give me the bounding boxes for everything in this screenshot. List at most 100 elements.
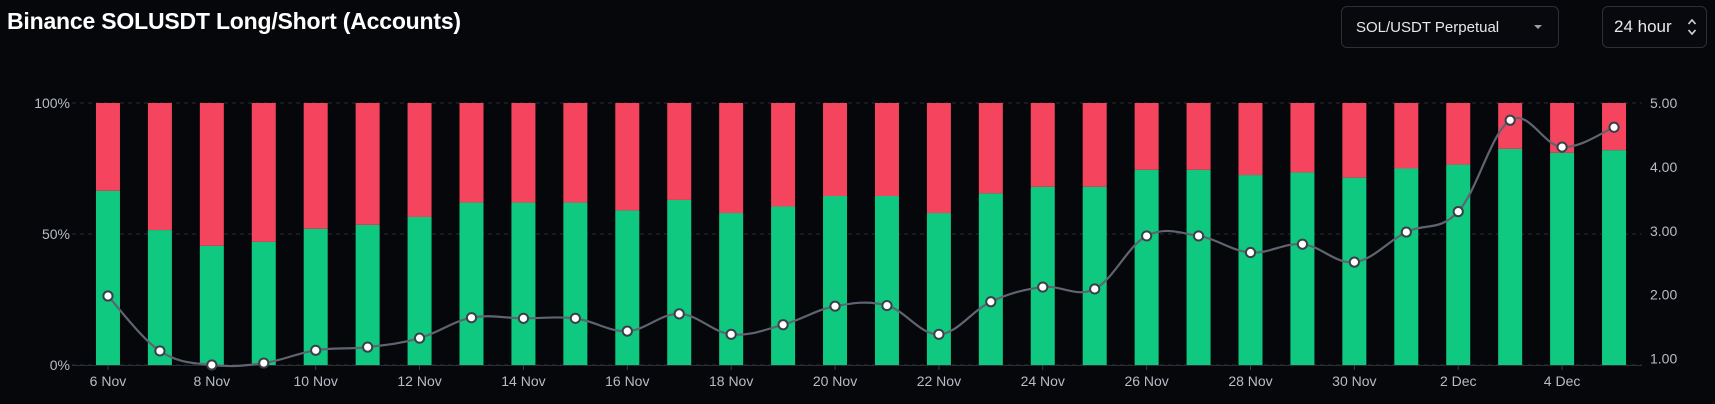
ratio-point-1-dec bbox=[1400, 226, 1412, 238]
market-select-value: SOL/USDT Perpetual bbox=[1356, 18, 1500, 36]
period-select-value: 24 hour bbox=[1614, 17, 1672, 36]
bar-short-24-nov bbox=[1030, 103, 1055, 187]
ratio-point-30-nov bbox=[1348, 256, 1360, 268]
bar-long-1-dec bbox=[1394, 168, 1419, 365]
y-right-tick-label: 5.00 bbox=[1650, 95, 1677, 111]
bar-long-15-nov bbox=[563, 202, 588, 365]
bar-short-17-nov bbox=[667, 103, 692, 200]
bar-long-20-nov bbox=[823, 196, 848, 365]
bar-short-26-nov bbox=[1134, 103, 1159, 170]
bar-short-1-dec bbox=[1394, 103, 1419, 169]
bar-long-16-nov bbox=[615, 210, 640, 365]
x-tick-label: 24 Nov bbox=[1021, 373, 1065, 389]
bar-short-28-nov bbox=[1238, 103, 1263, 176]
x-tick-label: 20 Nov bbox=[813, 373, 857, 389]
bar-long-3-dec bbox=[1498, 148, 1523, 365]
ratio-point-2-dec bbox=[1452, 206, 1464, 218]
bar-short-8-nov bbox=[199, 103, 224, 246]
ratio-point-15-nov bbox=[569, 312, 581, 324]
ratio-point-23-nov bbox=[985, 296, 997, 308]
bar-long-9-nov bbox=[251, 241, 276, 365]
bar-long-21-nov bbox=[874, 196, 899, 365]
bar-short-6-nov bbox=[95, 103, 120, 191]
x-tick-label: 16 Nov bbox=[605, 373, 649, 389]
ratio-point-10-nov bbox=[310, 344, 322, 356]
y-right-tick-label: 4.00 bbox=[1650, 159, 1677, 175]
bar-long-17-nov bbox=[667, 199, 692, 365]
bar-short-20-nov bbox=[823, 103, 848, 197]
bar-long-30-nov bbox=[1342, 177, 1367, 365]
bar-long-13-nov bbox=[459, 202, 484, 365]
ratio-point-28-nov bbox=[1244, 246, 1257, 259]
bar-short-13-nov bbox=[459, 103, 484, 203]
bar-long-26-nov bbox=[1134, 169, 1159, 365]
updown-chevron-icon bbox=[1687, 18, 1697, 36]
ratio-point-8-nov bbox=[206, 359, 218, 371]
bar-long-18-nov bbox=[719, 213, 744, 365]
x-tick-label: 4 Dec bbox=[1544, 373, 1581, 389]
ratio-point-7-nov bbox=[154, 345, 166, 357]
ratio-point-16-nov bbox=[621, 325, 633, 337]
x-tick-label: 26 Nov bbox=[1124, 373, 1168, 389]
bar-long-29-nov bbox=[1290, 172, 1315, 365]
x-tick-label: 12 Nov bbox=[397, 373, 441, 389]
ratio-point-26-nov bbox=[1141, 230, 1153, 242]
ratio-point-14-nov bbox=[517, 312, 530, 324]
x-tick-label: 14 Nov bbox=[501, 373, 545, 389]
bar-long-5-dec bbox=[1602, 150, 1627, 365]
bar-short-19-nov bbox=[771, 103, 796, 207]
x-tick-label: 2 Dec bbox=[1440, 373, 1477, 389]
bar-short-11-nov bbox=[355, 103, 380, 225]
bar-short-29-nov bbox=[1290, 103, 1315, 173]
y-right-tick-label: 2.00 bbox=[1650, 287, 1677, 303]
ratio-point-9-nov bbox=[258, 357, 270, 369]
ratio-point-11-nov bbox=[362, 341, 374, 353]
bar-long-23-nov bbox=[978, 193, 1003, 365]
ratio-point-12-nov bbox=[413, 332, 426, 344]
bar-short-23-nov bbox=[978, 103, 1003, 194]
chevron-down-icon bbox=[1534, 25, 1542, 29]
ratio-point-18-nov bbox=[725, 328, 737, 340]
ratio-point-22-nov bbox=[933, 328, 945, 340]
ratio-point-17-nov bbox=[673, 308, 685, 320]
ratio-line bbox=[107, 116, 1615, 368]
bar-long-28-nov bbox=[1238, 175, 1263, 365]
x-tick-label: 18 Nov bbox=[709, 373, 753, 389]
bar-long-2-dec bbox=[1446, 164, 1471, 365]
bar-long-6-nov bbox=[95, 190, 120, 365]
y-right-tick-label: 3.00 bbox=[1650, 223, 1677, 239]
bar-long-25-nov bbox=[1082, 186, 1107, 365]
ratio-point-13-nov bbox=[465, 312, 478, 324]
bar-short-18-nov bbox=[719, 103, 744, 214]
bar-short-14-nov bbox=[511, 103, 536, 203]
bar-short-12-nov bbox=[407, 103, 432, 217]
market-select[interactable]: SOL/USDT Perpetual bbox=[1341, 6, 1559, 48]
bar-short-27-nov bbox=[1186, 103, 1211, 170]
ratio-point-3-dec bbox=[1504, 114, 1516, 126]
ratio-point-20-nov bbox=[829, 300, 841, 312]
x-tick-label: 10 Nov bbox=[294, 373, 338, 389]
bar-short-2-dec bbox=[1446, 103, 1471, 165]
bar-short-7-nov bbox=[147, 103, 172, 231]
bar-short-25-nov bbox=[1082, 103, 1107, 187]
bar-short-22-nov bbox=[926, 103, 951, 214]
bar-long-10-nov bbox=[303, 228, 328, 365]
ratio-point-27-nov bbox=[1192, 230, 1205, 242]
ratio-point-4-dec bbox=[1556, 141, 1568, 153]
ratio-point-25-nov bbox=[1089, 283, 1101, 295]
x-tick-label: 8 Nov bbox=[194, 373, 231, 389]
period-select[interactable]: 24 hour bbox=[1602, 6, 1707, 48]
bar-short-10-nov bbox=[303, 103, 328, 229]
x-tick-label: 30 Nov bbox=[1332, 373, 1376, 389]
y-left-tick-label: 50% bbox=[42, 226, 70, 242]
ratio-point-19-nov bbox=[777, 319, 789, 331]
x-tick-label: 22 Nov bbox=[917, 373, 961, 389]
ratio-point-21-nov bbox=[881, 299, 893, 312]
y-left-tick-label: 0% bbox=[50, 357, 70, 373]
ratio-point-29-nov bbox=[1296, 238, 1309, 250]
x-tick-label: 6 Nov bbox=[90, 373, 127, 389]
page-title: Binance SOLUSDT Long/Short (Accounts) bbox=[7, 8, 461, 34]
ratio-point-24-nov bbox=[1037, 281, 1049, 293]
bar-long-4-dec bbox=[1550, 152, 1575, 365]
